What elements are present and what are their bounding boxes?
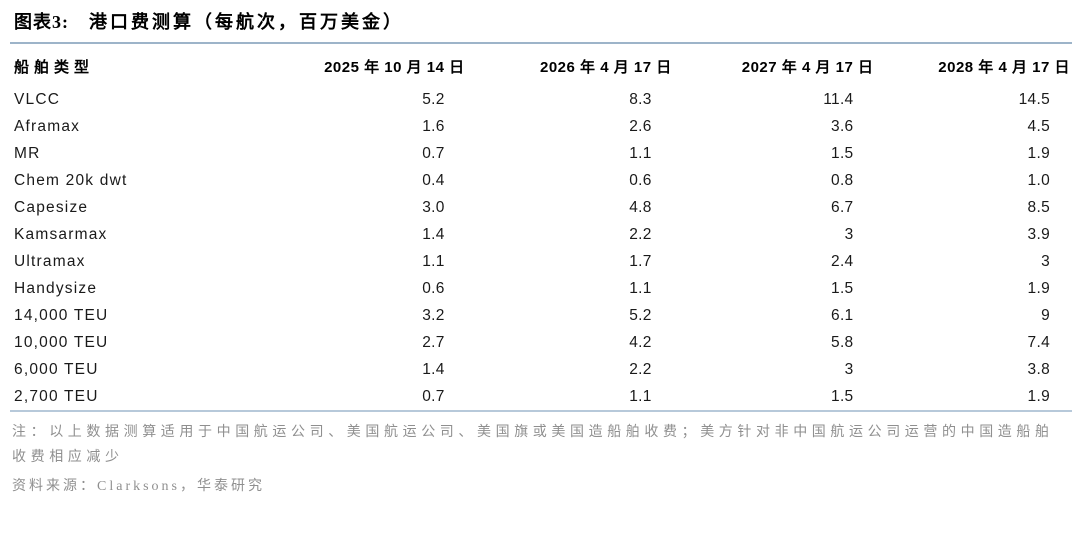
fee-value-cell: 0.7 [422, 144, 445, 162]
fee-value-cell: 3.2 [422, 306, 445, 324]
source-line: 资料来源：Clarksons，华泰研究 [12, 479, 265, 494]
ship-type-cell: Chem 20k dwt [14, 171, 128, 189]
column-header-2026: 2026 年 4 月 17 日 [539, 59, 672, 76]
ship-type-cell: 2,700 TEU [14, 387, 99, 405]
header-row: 船舶类型 2025 年 10 月 14 日 2026 年 4 月 17 日 20… [10, 44, 1072, 86]
table-row: Kamsarmax 1.4 2.2 3 3.9 [10, 221, 1072, 248]
table-row: 6,000 TEU 1.4 2.2 3 3.8 [10, 356, 1072, 383]
fee-value-cell: 11.4 [823, 90, 854, 108]
port-fee-table: 船舶类型 2025 年 10 月 14 日 2026 年 4 月 17 日 20… [10, 44, 1072, 412]
fee-value-cell: 1.9 [1027, 279, 1050, 297]
fee-value-cell: 6.1 [831, 306, 854, 324]
column-header-2028: 2028 年 4 月 17 日 [938, 59, 1070, 76]
fee-value-cell: 1.1 [422, 252, 445, 270]
fee-value-cell: 0.4 [422, 171, 445, 189]
table-row: Aframax 1.6 2.6 3.6 4.5 [10, 113, 1072, 140]
fee-value-cell: 1.7 [629, 252, 652, 270]
fee-value-cell: 0.7 [422, 387, 445, 405]
fee-value-cell: 0.8 [831, 171, 854, 189]
fee-value-cell: 2.4 [831, 252, 854, 270]
fee-value-cell: 9 [1041, 306, 1050, 324]
ship-type-cell: MR [14, 144, 41, 162]
fee-value-cell: 1.5 [831, 144, 854, 162]
ship-type-cell: 14,000 TEU [14, 306, 109, 324]
fee-value-cell: 1.1 [629, 387, 652, 405]
ship-type-cell: 10,000 TEU [14, 333, 109, 351]
footnote: 注：以上数据测算适用于中国航运公司、美国航运公司、美国旗或美国造船舶收费；美方针… [12, 425, 1054, 465]
column-header-ship-type: 船舶类型 [14, 60, 95, 76]
fee-value-cell: 2.2 [629, 225, 652, 243]
table-row: Capesize 3.0 4.8 6.7 8.5 [10, 194, 1072, 221]
ship-type-cell: Aframax [14, 117, 81, 135]
ship-type-cell: Ultramax [14, 252, 86, 270]
fee-value-cell: 3.0 [422, 198, 445, 216]
fee-value-cell: 2.6 [629, 117, 652, 135]
ship-type-cell: VLCC [14, 90, 61, 108]
fee-value-cell: 7.4 [1027, 333, 1050, 351]
ship-type-cell: 6,000 TEU [14, 360, 99, 378]
fee-value-cell: 3.6 [831, 117, 854, 135]
fee-value-cell: 5.8 [831, 333, 854, 351]
fee-value-cell: 3 [844, 360, 854, 378]
column-header-2027: 2027 年 4 月 17 日 [741, 59, 874, 76]
table-header: 船舶类型 2025 年 10 月 14 日 2026 年 4 月 17 日 20… [10, 44, 1072, 86]
fee-value-cell: 1.9 [1027, 144, 1050, 162]
fee-value-cell: 8.3 [629, 90, 652, 108]
figure-name: 港口费测算（每航次，百万美金） [89, 12, 404, 32]
fee-value-cell: 6.7 [831, 198, 854, 216]
fee-value-cell: 1.6 [422, 117, 445, 135]
fee-value-cell: 1.1 [629, 144, 652, 162]
fee-value-cell: 0.6 [629, 171, 652, 189]
table-row: Handysize 0.6 1.1 1.5 1.9 [10, 275, 1072, 302]
fee-value-cell: 14.5 [1018, 90, 1050, 108]
table-row: Chem 20k dwt 0.4 0.6 0.8 1.0 [10, 167, 1072, 194]
column-header-2025: 2025 年 10 月 14 日 [324, 59, 465, 76]
fee-value-cell: 8.5 [1027, 198, 1050, 216]
fee-value-cell: 4.8 [629, 198, 652, 216]
figure-label: 图表3: [14, 12, 69, 32]
fee-value-cell: 3.8 [1027, 360, 1050, 378]
ship-type-cell: Handysize [14, 279, 98, 297]
table-row: VLCC 5.2 8.3 11.4 14.5 [10, 86, 1072, 113]
fee-value-cell: 0.6 [422, 279, 445, 297]
ship-type-cell: Kamsarmax [14, 225, 108, 243]
fee-value-cell: 1.9 [1027, 387, 1050, 405]
fee-value-cell: 4.2 [629, 333, 652, 351]
table-row: 10,000 TEU 2.7 4.2 5.8 7.4 [10, 329, 1072, 356]
table-row: 2,700 TEU 0.7 1.1 1.5 1.9 [10, 383, 1072, 411]
fee-value-cell: 1.4 [422, 360, 445, 378]
fee-value-cell: 1.1 [629, 279, 652, 297]
table-row: Ultramax 1.1 1.7 2.4 3 [10, 248, 1072, 275]
fee-value-cell: 3.9 [1027, 225, 1050, 243]
fee-value-cell: 2.7 [422, 333, 445, 351]
fee-value-cell: 2.2 [629, 360, 652, 378]
fee-value-cell: 4.5 [1027, 117, 1050, 135]
fee-value-cell: 1.5 [831, 387, 854, 405]
table-row: 14,000 TEU 3.2 5.2 6.1 9 [10, 302, 1072, 329]
fee-value-cell: 1.5 [831, 279, 854, 297]
table-row: MR 0.7 1.1 1.5 1.9 [10, 140, 1072, 167]
ship-type-cell: Capesize [14, 198, 89, 216]
fee-value-cell: 5.2 [629, 306, 652, 324]
fee-value-cell: 3 [1041, 252, 1050, 270]
fee-value-cell: 1.0 [1027, 171, 1050, 189]
fee-value-cell: 3 [844, 225, 854, 243]
fee-value-cell: 1.4 [422, 225, 445, 243]
table-body: VLCC 5.2 8.3 11.4 14.5 Aframax 1.6 2.6 3.6 4.5 MR 0… [10, 86, 1072, 411]
fee-value-cell: 5.2 [422, 90, 445, 108]
figure-title: 图表3: 港口费测算（每航次，百万美金） [10, 5, 1072, 44]
report-figure-page: 图表3: 港口费测算（每航次，百万美金） 船舶类型 2025 年 10 月 14 … [10, 5, 1072, 494]
